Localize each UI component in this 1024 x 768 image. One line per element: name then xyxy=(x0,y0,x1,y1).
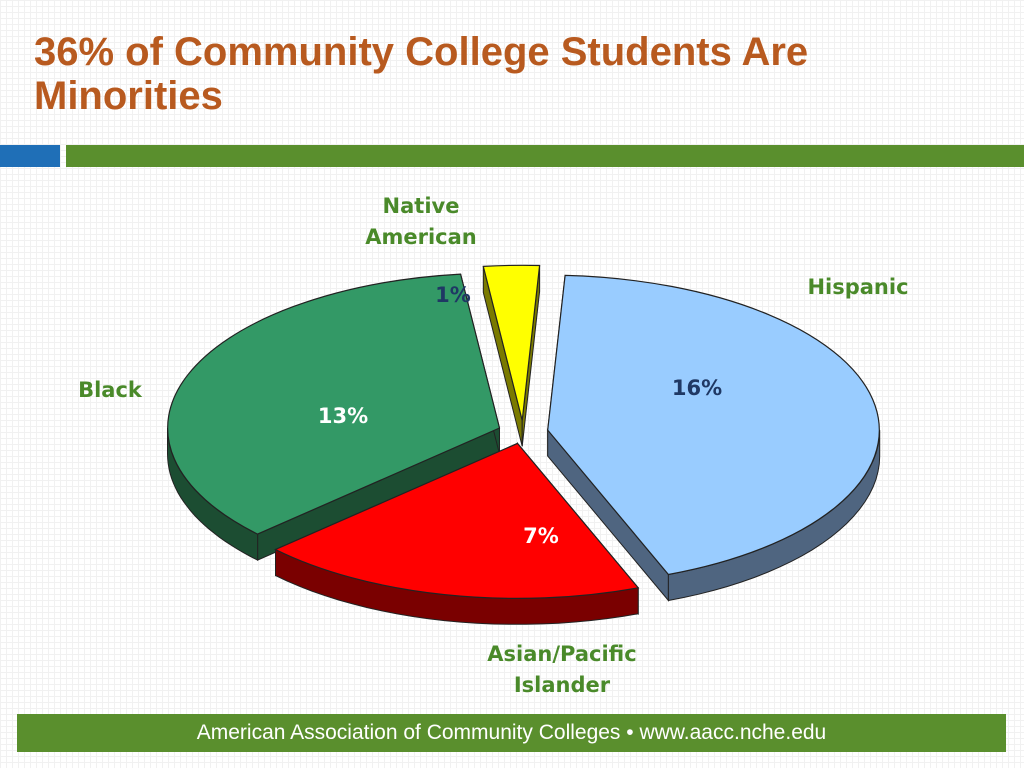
slice-top-face xyxy=(482,264,541,421)
category-label-text: Native xyxy=(383,194,460,218)
category-label-text: Hispanic xyxy=(807,275,908,299)
pie-slice-native-american xyxy=(482,264,541,447)
pie-slice-asian-pacific-islander xyxy=(274,442,640,625)
title-accent-bar-blue xyxy=(0,145,60,167)
slice-top-face xyxy=(167,273,501,535)
pie-slice-hispanic xyxy=(547,274,881,602)
title-accent-bar-green xyxy=(66,145,1024,167)
value-label: 1% xyxy=(435,283,471,307)
slice-top-face xyxy=(547,274,880,576)
value-label: 13% xyxy=(318,404,368,428)
category-label-text: Asian/Pacific xyxy=(487,642,636,666)
category-label: Asian/Pacific Islander xyxy=(487,642,636,697)
value-label: 7% xyxy=(523,524,559,548)
footer-bar: American Association of Community Colleg… xyxy=(17,714,1006,752)
category-label-text: Black xyxy=(78,378,143,402)
slice-top-face xyxy=(274,442,640,599)
category-label: Black xyxy=(78,378,143,402)
category-label: Hispanic xyxy=(807,275,908,299)
value-label: 16% xyxy=(672,376,722,400)
category-label-text: American xyxy=(365,225,477,249)
category-label-text: Islander xyxy=(514,673,611,697)
page-title: 36% of Community College Students Are Mi… xyxy=(34,30,809,118)
pie-slice-black xyxy=(167,273,501,561)
category-label: Native American xyxy=(365,194,477,249)
